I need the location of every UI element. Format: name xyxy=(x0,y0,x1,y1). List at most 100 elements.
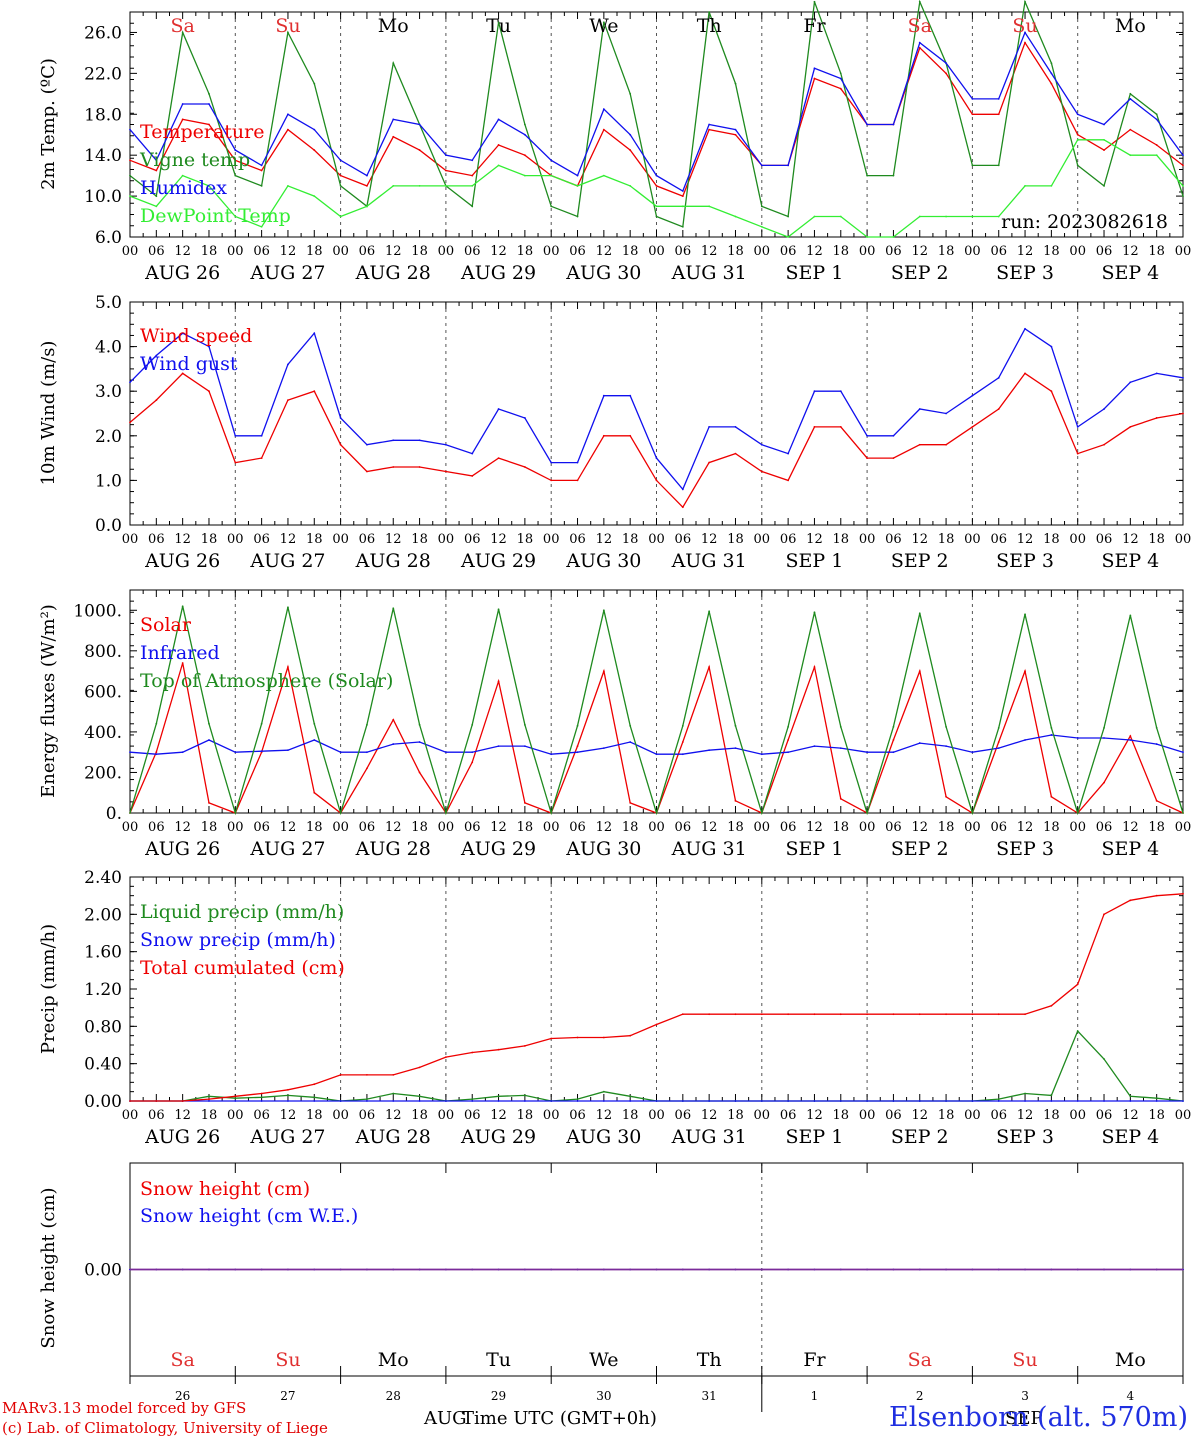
data-point xyxy=(234,434,237,437)
hour-tick-label: 00 xyxy=(438,244,455,259)
y-tick-label: 1.60 xyxy=(84,943,122,963)
data-point xyxy=(260,457,263,459)
data-point xyxy=(1103,149,1105,151)
data-point xyxy=(155,169,158,172)
data-point xyxy=(523,123,526,126)
hour-tick-label: 12 xyxy=(701,532,718,547)
data-point xyxy=(155,195,158,197)
data-point xyxy=(550,159,553,162)
data-point xyxy=(945,62,947,65)
y-axis-label: Precip (mm/h) xyxy=(38,924,59,1054)
data-point xyxy=(1129,899,1132,902)
hour-tick-label: 00 xyxy=(964,820,981,835)
data-point xyxy=(1076,1100,1079,1102)
data-point xyxy=(760,1013,763,1016)
data-point xyxy=(523,174,526,177)
weekday-label: Mo xyxy=(378,15,409,37)
hour-tick-label: 12 xyxy=(911,1108,928,1123)
data-point xyxy=(497,1048,500,1051)
hour-tick-label: 12 xyxy=(806,532,823,547)
data-point xyxy=(918,41,921,44)
data-point xyxy=(1129,735,1132,737)
data-point xyxy=(155,722,158,725)
data-point xyxy=(1182,1100,1184,1102)
hour-tick-label: 06 xyxy=(464,532,481,547)
data-point xyxy=(129,159,131,162)
data-point xyxy=(1076,164,1079,167)
data-point xyxy=(366,470,368,473)
hour-tick-label: 00 xyxy=(1069,244,1086,259)
hour-tick-label: 12 xyxy=(1122,1108,1139,1123)
hour-tick-label: 18 xyxy=(1148,820,1165,835)
y-tick-label: 200. xyxy=(84,763,122,783)
data-point xyxy=(1182,751,1184,754)
data-point xyxy=(708,128,711,131)
data-point xyxy=(787,751,790,754)
hour-tick-label: 06 xyxy=(148,244,165,259)
hour-tick-label: 06 xyxy=(253,532,270,547)
data-point xyxy=(392,607,395,610)
hour-tick-label: 12 xyxy=(174,244,191,259)
data-point xyxy=(892,434,895,437)
y-tick-label: 4.0 xyxy=(95,338,122,358)
y-tick-label: 2.40 xyxy=(84,868,122,888)
data-point xyxy=(181,332,184,335)
hour-tick-label: 12 xyxy=(1017,244,1034,259)
hour-tick-label: 12 xyxy=(1122,532,1139,547)
data-point xyxy=(1050,795,1053,798)
hour-tick-label: 12 xyxy=(806,244,823,259)
data-point xyxy=(892,1100,895,1102)
hour-tick-label: 18 xyxy=(306,532,323,547)
hour-tick-label: 00 xyxy=(648,244,665,259)
legend-entry: Snow height (cm W.E.) xyxy=(140,1205,358,1227)
data-point xyxy=(366,184,368,187)
data-point xyxy=(602,394,605,397)
data-point xyxy=(945,745,947,747)
y-tick-label: 3.0 xyxy=(95,382,122,402)
hour-tick-label: 06 xyxy=(464,244,481,259)
data-point xyxy=(602,1036,605,1039)
hour-tick-label: 06 xyxy=(569,532,586,547)
data-point xyxy=(629,801,632,804)
day-number-label: 26 xyxy=(175,1389,190,1403)
data-point xyxy=(813,1100,816,1102)
data-point xyxy=(918,215,921,218)
data-point xyxy=(313,332,316,335)
hour-tick-label: 12 xyxy=(280,244,297,259)
data-point xyxy=(1103,1100,1105,1102)
data-point xyxy=(971,394,974,397)
data-point xyxy=(681,225,684,228)
data-point xyxy=(1103,781,1105,784)
data-point xyxy=(339,184,342,187)
data-point xyxy=(550,205,553,208)
hour-tick-label: 06 xyxy=(253,1108,270,1123)
hour-tick-label: 18 xyxy=(201,244,218,259)
data-point xyxy=(392,718,395,721)
hour-tick-label: 06 xyxy=(359,820,376,835)
month-label-start: AUG xyxy=(423,1408,467,1429)
hour-tick-label: 12 xyxy=(1017,1108,1034,1123)
data-point xyxy=(681,506,684,509)
data-point xyxy=(629,741,632,743)
data-point xyxy=(313,390,316,393)
hour-tick-label: 18 xyxy=(1148,532,1165,547)
data-point xyxy=(1050,734,1053,736)
data-point xyxy=(497,457,500,459)
data-point xyxy=(945,1013,947,1016)
hour-tick-label: 00 xyxy=(543,532,560,547)
weekday-label: Fr xyxy=(803,1349,826,1371)
data-point xyxy=(1076,113,1079,116)
data-point xyxy=(602,174,605,177)
data-point xyxy=(997,1013,1000,1016)
data-point xyxy=(997,164,1000,167)
data-point xyxy=(392,743,395,745)
legend-entry: Wind gust xyxy=(140,353,238,375)
data-point xyxy=(945,215,947,218)
data-point xyxy=(155,1100,158,1102)
data-point xyxy=(339,417,342,419)
data-point xyxy=(392,184,395,187)
data-point xyxy=(181,751,184,754)
x-axis-title: Time UTC (GMT+0h) xyxy=(462,1408,657,1429)
data-point xyxy=(497,680,500,683)
hour-tick-label: 12 xyxy=(806,820,823,835)
